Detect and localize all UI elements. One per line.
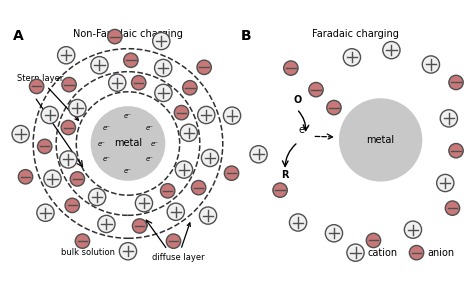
Circle shape (119, 243, 137, 260)
Circle shape (124, 53, 138, 67)
Circle shape (383, 42, 400, 59)
Circle shape (200, 207, 217, 224)
Circle shape (445, 201, 460, 215)
Circle shape (327, 100, 341, 115)
Circle shape (37, 139, 52, 154)
Circle shape (62, 77, 76, 92)
Circle shape (309, 82, 323, 97)
Circle shape (339, 98, 422, 182)
Text: e⁻: e⁻ (146, 156, 154, 162)
Text: e⁻: e⁻ (124, 113, 132, 119)
Circle shape (422, 56, 439, 73)
Text: metal: metal (366, 135, 395, 145)
Text: anion: anion (428, 248, 455, 258)
Circle shape (155, 84, 172, 102)
Circle shape (91, 57, 108, 74)
Text: e⁻: e⁻ (124, 168, 132, 174)
Circle shape (223, 107, 241, 124)
Text: diffuse layer: diffuse layer (152, 223, 205, 262)
Circle shape (250, 146, 267, 163)
Circle shape (132, 219, 147, 233)
Circle shape (175, 161, 192, 178)
Circle shape (161, 184, 175, 198)
Text: A: A (13, 29, 24, 42)
Circle shape (18, 170, 33, 184)
Circle shape (57, 46, 75, 64)
Text: e⁻: e⁻ (98, 141, 105, 146)
Circle shape (449, 75, 463, 90)
Text: e⁻: e⁻ (102, 125, 110, 131)
Circle shape (109, 74, 126, 91)
Text: Faradaic charging: Faradaic charging (312, 29, 399, 38)
Circle shape (191, 181, 206, 195)
Text: e⁻: e⁻ (298, 125, 309, 135)
Circle shape (153, 32, 170, 50)
Circle shape (89, 188, 106, 205)
Text: O: O (293, 95, 301, 105)
Circle shape (44, 170, 61, 187)
Circle shape (174, 105, 189, 120)
Circle shape (182, 81, 197, 95)
Circle shape (166, 234, 181, 248)
Circle shape (197, 60, 211, 75)
Circle shape (440, 110, 457, 127)
Circle shape (290, 214, 307, 231)
Circle shape (449, 144, 463, 158)
Circle shape (91, 106, 165, 181)
Text: Non-Faradaic charging: Non-Faradaic charging (73, 29, 183, 38)
Text: cation: cation (368, 248, 398, 258)
Circle shape (155, 59, 172, 77)
Circle shape (136, 195, 153, 212)
Text: metal: metal (114, 139, 142, 148)
Circle shape (283, 61, 298, 75)
Circle shape (12, 125, 29, 143)
Circle shape (69, 100, 86, 117)
Circle shape (404, 221, 421, 238)
Text: bulk solution: bulk solution (62, 248, 116, 257)
Circle shape (98, 215, 115, 232)
Circle shape (410, 245, 424, 260)
Circle shape (70, 172, 84, 186)
Circle shape (108, 29, 122, 44)
Circle shape (29, 79, 44, 94)
Circle shape (61, 120, 75, 135)
Circle shape (41, 106, 58, 124)
Circle shape (201, 149, 219, 166)
Circle shape (198, 106, 215, 124)
Circle shape (347, 244, 364, 261)
Circle shape (437, 174, 454, 192)
Circle shape (60, 151, 77, 168)
Circle shape (343, 49, 361, 66)
Circle shape (366, 233, 381, 248)
Text: e⁻: e⁻ (146, 125, 154, 131)
Circle shape (131, 75, 146, 90)
Circle shape (37, 204, 54, 221)
Text: B: B (241, 29, 251, 42)
Text: R: R (282, 170, 289, 180)
Circle shape (325, 225, 343, 242)
Circle shape (167, 203, 184, 220)
Text: e⁻: e⁻ (102, 156, 110, 162)
Circle shape (65, 198, 80, 213)
Circle shape (224, 166, 239, 180)
Text: e⁻: e⁻ (151, 141, 158, 146)
Circle shape (180, 124, 198, 141)
Text: Stern layer: Stern layer (17, 74, 79, 120)
Circle shape (75, 234, 90, 248)
Circle shape (273, 183, 287, 197)
